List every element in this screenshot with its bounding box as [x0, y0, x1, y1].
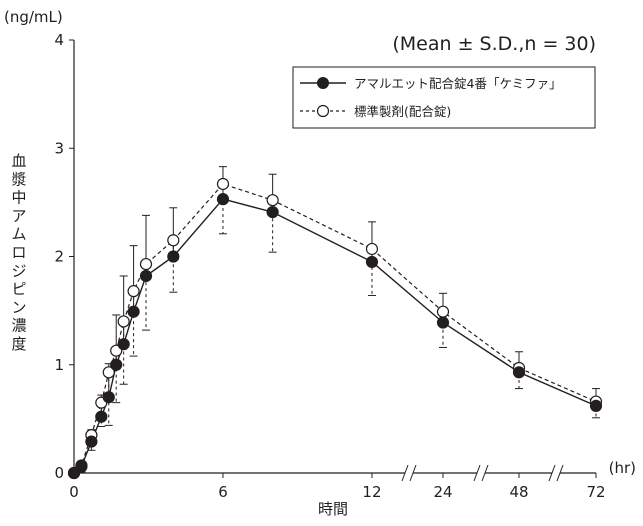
y-tick-label: 2: [54, 248, 64, 266]
y-axis-label-char: ム: [11, 225, 26, 243]
series-ref-line: [73, 183, 597, 474]
x-axis-label: 時間: [318, 500, 348, 518]
test-data-point: [75, 460, 88, 473]
y-tick-label: 3: [54, 139, 64, 157]
y-axis-label-char: 漿: [11, 170, 26, 188]
y-axis-label-char: ロ: [11, 244, 26, 262]
y-tick-label: 1: [54, 356, 64, 374]
ref-data-point: [117, 315, 130, 328]
y-axis-label-char: ア: [11, 207, 26, 225]
x-tick-label: 0: [69, 483, 79, 501]
legend-label-ref: 標準製剤(配合錠): [354, 104, 451, 119]
x-tick-label: 6: [218, 483, 228, 501]
x-tick-label: 12: [362, 483, 381, 501]
annotation-mean-sd: (Mean ± S.D.,n = 30): [392, 33, 596, 55]
y-axis-label-char: ピ: [11, 280, 26, 298]
x-tick-label: 72: [586, 483, 605, 501]
y-axis-label-char: ン: [11, 298, 26, 316]
ref-data-point: [127, 285, 140, 298]
y-axis-label-char: 度: [11, 335, 26, 353]
test-data-point: [85, 435, 98, 448]
test-data-point: [436, 316, 450, 329]
legend: アマルエット配合錠4番「ケミファ」 標準製剤(配合錠): [292, 66, 596, 129]
ref-data-point: [436, 305, 450, 318]
x-unit-label: (hr): [609, 459, 636, 477]
test-data-point: [95, 410, 108, 423]
y-unit-label: (ng/mL): [4, 8, 63, 26]
test-data-point: [139, 269, 153, 283]
y-axis-label-char: 血: [11, 152, 26, 170]
test-data-point: [512, 366, 526, 379]
test-data-point: [216, 193, 230, 206]
y-tick-label: 0: [54, 464, 64, 482]
y-axis-label-char: ジ: [11, 262, 26, 280]
test-data-point: [266, 206, 279, 219]
legend-swatch-ref-marker: [316, 104, 330, 118]
ref-data-point: [139, 257, 153, 271]
ref-data-point: [216, 177, 230, 191]
ref-data-point: [167, 234, 180, 247]
test-data-point: [127, 305, 140, 318]
test-data-point: [167, 250, 180, 263]
test-data-point: [102, 391, 115, 404]
series-test-line: [73, 198, 597, 474]
ref-data-point: [365, 242, 379, 256]
test-data-point: [589, 399, 603, 412]
data-marks: [67, 166, 603, 480]
ref-data-point: [102, 366, 115, 379]
ref-data-point: [266, 194, 279, 207]
legend-swatch-test-marker: [317, 77, 329, 89]
x-tick-label: 24: [433, 483, 452, 501]
test-data-point: [365, 255, 379, 269]
y-tick-label: 4: [54, 31, 64, 49]
y-axis-label-char: 濃: [11, 317, 26, 335]
test-data-point: [110, 358, 123, 371]
legend-label-test: アマルエット配合錠4番「ケミファ」: [354, 76, 562, 91]
x-tick-label: 48: [509, 483, 528, 501]
y-axis-label-char: 中: [11, 189, 26, 207]
legend-box: [292, 66, 596, 129]
test-data-point: [117, 338, 130, 351]
